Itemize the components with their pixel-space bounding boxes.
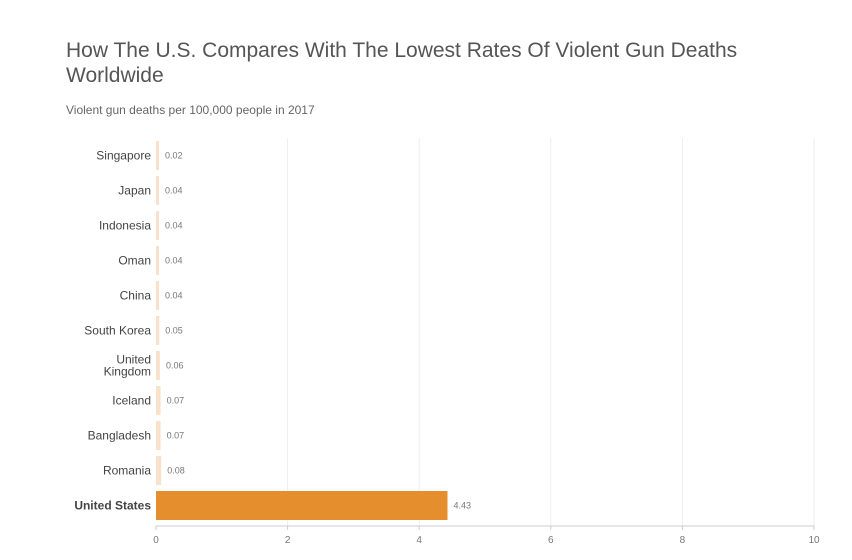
category-label-line: Iceland [112, 394, 151, 408]
value-label-bangladesh: 0.07 [167, 431, 185, 441]
x-tick-label-8: 8 [680, 535, 686, 546]
category-label-iceland: Iceland [112, 394, 151, 408]
bar-south-korea [156, 316, 160, 345]
value-label-singapore: 0.02 [165, 151, 183, 161]
bar-romania [156, 456, 162, 485]
category-label-romania: Romania [103, 464, 151, 478]
category-label-bangladesh: Bangladesh [88, 429, 151, 443]
category-label-line: South Korea [84, 324, 151, 338]
category-label-south-korea: South Korea [84, 324, 151, 338]
category-label-oman: Oman [118, 254, 151, 268]
chart-title: How The U.S. Compares With The Lowest Ra… [66, 39, 738, 87]
value-label-romania: 0.08 [167, 466, 185, 476]
category-label-line: Romania [103, 464, 151, 478]
value-label-united-kingdom: 0.06 [166, 361, 184, 371]
value-label-south-korea: 0.05 [165, 326, 183, 336]
bar-bangladesh [156, 421, 161, 450]
category-label-line: China [120, 289, 152, 303]
value-label-oman: 0.04 [165, 256, 183, 266]
value-label-china: 0.04 [165, 291, 183, 301]
value-label-united-states: 4.43 [453, 501, 471, 511]
category-label-line: Singapore [96, 149, 151, 163]
bar-united-kingdom [156, 351, 160, 380]
x-tick-label-4: 4 [416, 535, 422, 546]
category-label-united-kingdom: United Kingdom [104, 353, 151, 379]
category-label-indonesia: Indonesia [99, 219, 151, 233]
x-tick-label-10: 10 [808, 535, 820, 546]
category-label-singapore: Singapore [96, 149, 151, 163]
x-tick-label-2: 2 [285, 535, 291, 546]
x-tick-label-0: 0 [153, 535, 159, 546]
category-label-line: Oman [118, 254, 151, 268]
category-label-china: China [120, 289, 152, 303]
category-label-united-states: United States [74, 499, 151, 513]
category-label-line: Bangladesh [88, 429, 151, 443]
bar-indonesia [156, 211, 159, 240]
chart-subtitle: Violent gun deaths per 100,000 people in… [66, 103, 315, 117]
bar-iceland [156, 386, 161, 415]
category-label-line: United States [74, 499, 151, 513]
bar-united-states [156, 491, 448, 520]
category-label-line: Indonesia [99, 219, 151, 233]
x-tick-label-6: 6 [548, 535, 554, 546]
category-label-line: Japan [118, 184, 151, 198]
value-label-japan: 0.04 [165, 186, 183, 196]
category-label-line: Kingdom [104, 365, 151, 379]
bar-japan [156, 176, 159, 205]
category-label-japan: Japan [118, 184, 151, 198]
bar-singapore [156, 141, 159, 170]
bar-oman [156, 246, 159, 275]
value-label-iceland: 0.07 [167, 396, 185, 406]
bar-china [156, 281, 159, 310]
category-label-line: United [116, 353, 151, 367]
value-label-indonesia: 0.04 [165, 221, 183, 231]
